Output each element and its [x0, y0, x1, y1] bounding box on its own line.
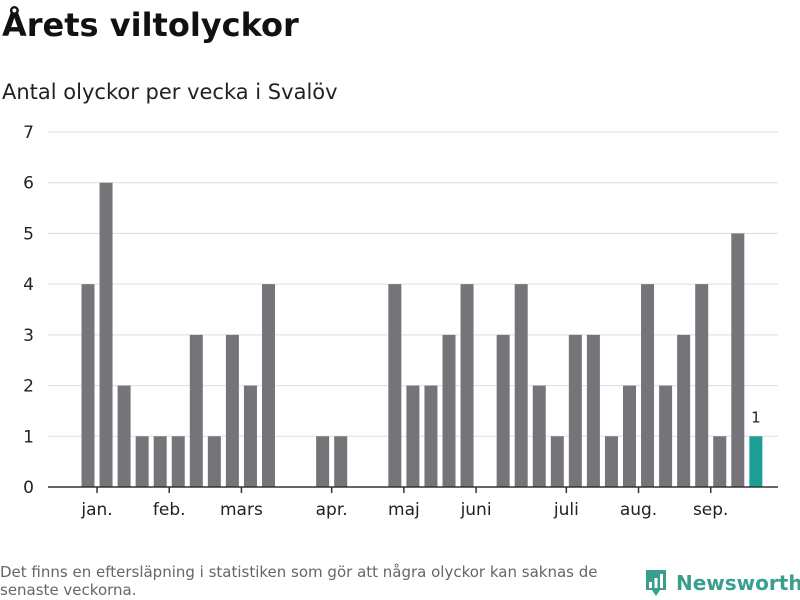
bar	[586, 334, 600, 487]
bar	[568, 334, 582, 487]
x-tick-label: maj	[388, 500, 420, 520]
y-tick-label: 0	[23, 478, 34, 498]
bar	[225, 334, 239, 487]
bar	[641, 284, 655, 487]
data-label: 1	[751, 408, 761, 426]
bar	[460, 284, 474, 487]
y-tick-label: 2	[23, 377, 34, 397]
bar	[550, 436, 564, 487]
bar	[388, 284, 402, 487]
bar	[623, 385, 636, 487]
bar	[731, 233, 745, 487]
x-tick-label: jan.	[80, 500, 112, 520]
x-tick-label: sep.	[693, 500, 729, 520]
bar	[659, 385, 673, 487]
bar	[243, 385, 257, 487]
bar	[334, 436, 348, 487]
bar	[135, 436, 149, 487]
bar	[171, 436, 185, 487]
bar	[677, 334, 691, 487]
bar	[153, 436, 167, 487]
y-tick-label: 5	[23, 224, 34, 244]
brand-name: Newsworthy	[676, 571, 800, 595]
bar	[99, 182, 113, 487]
bar	[496, 334, 510, 487]
bar	[189, 334, 203, 487]
y-tick-label: 7	[23, 123, 34, 143]
bar-highlight	[749, 436, 763, 487]
bar	[117, 385, 131, 487]
chart-title: Årets viltolyckor	[2, 6, 299, 44]
y-tick-label: 4	[23, 275, 34, 295]
bar	[695, 284, 709, 487]
x-tick-label: juni	[460, 500, 492, 520]
x-tick-label: aug.	[620, 500, 657, 520]
newsworthy-logo-icon	[646, 570, 666, 596]
bar	[262, 284, 275, 487]
y-tick-label: 3	[23, 326, 34, 346]
x-tick-label: feb.	[153, 500, 186, 520]
bar	[604, 436, 618, 487]
bar	[316, 436, 330, 487]
bar	[514, 284, 528, 487]
chart-subtitle: Antal olyckor per vecka i Svalöv	[2, 80, 338, 104]
bar	[442, 334, 456, 487]
y-tick-label: 1	[23, 427, 34, 447]
x-tick-label: juli	[553, 500, 579, 520]
bar	[532, 385, 546, 487]
bar	[713, 436, 727, 487]
footnote: Det finns en eftersläpning i statistiken…	[0, 563, 598, 599]
bar	[81, 284, 95, 487]
x-tick-label: mars	[220, 500, 263, 520]
bar	[207, 436, 221, 487]
y-tick-label: 6	[23, 174, 34, 194]
x-tick-label: apr.	[316, 500, 348, 520]
bar	[406, 385, 420, 487]
brand: Newsworthy	[644, 568, 800, 598]
bar	[424, 385, 438, 487]
